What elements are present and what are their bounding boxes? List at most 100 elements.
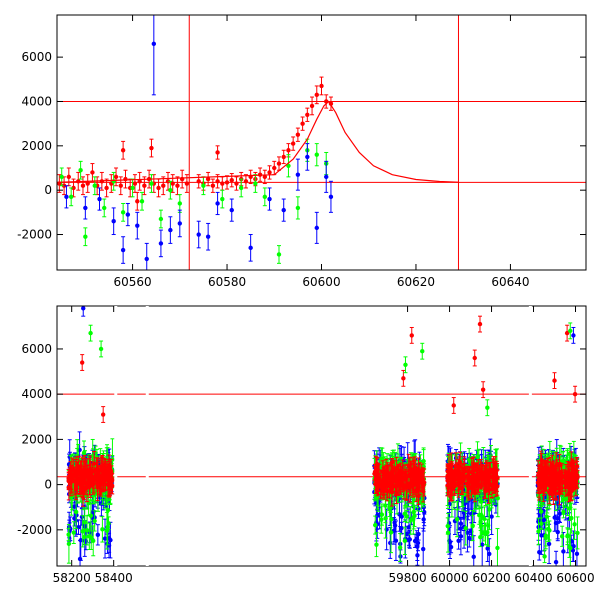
data-point bbox=[85, 174, 90, 193]
data-point bbox=[125, 202, 131, 227]
data-point bbox=[324, 160, 329, 193]
data-point bbox=[102, 518, 108, 559]
season-cluster bbox=[445, 438, 500, 566]
data-point bbox=[410, 457, 416, 485]
data-point bbox=[408, 506, 413, 535]
data-point bbox=[561, 505, 566, 519]
data-point bbox=[412, 504, 417, 527]
data-point bbox=[239, 178, 244, 198]
data-point bbox=[382, 471, 388, 487]
x-tick-label: 59800 bbox=[388, 571, 426, 585]
data-point bbox=[243, 174, 249, 189]
data-point bbox=[111, 207, 116, 236]
data-point bbox=[91, 450, 97, 477]
data-point bbox=[100, 516, 105, 543]
y-tick-label: 6000 bbox=[21, 50, 52, 64]
x-tick-label: 60600 bbox=[302, 275, 340, 289]
data-point bbox=[144, 242, 149, 270]
data-point bbox=[409, 326, 414, 344]
x-tick-label: 60640 bbox=[491, 275, 529, 289]
data-point bbox=[396, 463, 401, 483]
axis-break bbox=[145, 306, 149, 566]
data-point bbox=[470, 514, 475, 538]
data-point bbox=[314, 85, 319, 105]
data-point bbox=[78, 464, 84, 484]
data-point bbox=[391, 470, 396, 486]
data-point bbox=[447, 525, 453, 559]
data-point bbox=[75, 464, 80, 495]
x-tick-label: 60560 bbox=[113, 275, 151, 289]
data-point bbox=[547, 520, 552, 541]
data-point bbox=[393, 520, 399, 561]
data-point bbox=[300, 116, 305, 131]
data-point bbox=[482, 506, 487, 532]
data-point bbox=[97, 187, 102, 211]
data-point bbox=[484, 465, 490, 489]
x-tick-label: 58200 bbox=[53, 571, 91, 585]
data-point bbox=[137, 171, 142, 191]
x-tick-label: 58400 bbox=[95, 571, 133, 585]
data-point bbox=[262, 169, 268, 185]
data-point bbox=[161, 176, 166, 196]
data-point bbox=[568, 322, 573, 340]
data-point bbox=[68, 468, 74, 497]
top-panel: 60560 60580 60600 60620 60640 -2000 0 2000 4000 6… bbox=[17, 14, 587, 289]
plot-area bbox=[57, 15, 586, 270]
data-point bbox=[536, 517, 541, 546]
data-point bbox=[314, 143, 319, 167]
data-point bbox=[276, 245, 282, 264]
data-point bbox=[149, 138, 154, 158]
data-point bbox=[267, 165, 272, 180]
season-cluster bbox=[535, 439, 580, 566]
data-point bbox=[132, 174, 138, 193]
data-point bbox=[537, 543, 542, 561]
season-cluster bbox=[66, 431, 115, 566]
data-point bbox=[103, 467, 108, 481]
data-point bbox=[561, 531, 566, 566]
data-point bbox=[64, 185, 69, 209]
data-point bbox=[108, 476, 113, 491]
y-tick-label: -2000 bbox=[17, 523, 52, 537]
plot-area bbox=[57, 306, 586, 566]
y-tick-label: -2000 bbox=[17, 228, 52, 242]
data-point bbox=[205, 171, 211, 187]
data-point bbox=[290, 136, 296, 151]
data-point bbox=[66, 524, 72, 564]
data-point bbox=[305, 107, 310, 122]
data-point bbox=[557, 481, 562, 506]
data-point bbox=[309, 96, 315, 116]
data-point bbox=[68, 187, 74, 207]
data-point bbox=[388, 511, 394, 554]
data-point bbox=[135, 211, 140, 240]
data-point bbox=[404, 509, 410, 524]
data-point bbox=[85, 464, 91, 490]
data-point bbox=[149, 174, 154, 193]
data-point bbox=[555, 522, 560, 542]
data-point bbox=[462, 456, 467, 481]
data-point bbox=[78, 160, 83, 180]
data-point bbox=[492, 465, 497, 491]
data-point bbox=[281, 198, 286, 222]
data-point bbox=[205, 222, 211, 251]
model-curve bbox=[57, 100, 459, 183]
data-point bbox=[248, 234, 253, 262]
data-point bbox=[373, 515, 378, 535]
data-point bbox=[120, 236, 126, 264]
data-point bbox=[113, 167, 119, 187]
data-point bbox=[575, 516, 580, 550]
y-tick-label: 4000 bbox=[21, 387, 52, 401]
axis-break bbox=[114, 306, 118, 566]
data-point bbox=[314, 211, 319, 244]
data-point bbox=[560, 472, 565, 492]
x-tick-label: 60000 bbox=[430, 571, 468, 585]
data-point bbox=[104, 178, 109, 198]
data-point bbox=[168, 216, 173, 244]
season-cluster bbox=[372, 439, 427, 566]
data-point bbox=[262, 187, 268, 207]
data-point bbox=[380, 460, 386, 485]
data-point bbox=[480, 381, 486, 399]
data-point bbox=[481, 524, 487, 542]
data-point bbox=[135, 191, 140, 211]
data-point bbox=[416, 467, 421, 497]
data-point bbox=[564, 324, 570, 342]
